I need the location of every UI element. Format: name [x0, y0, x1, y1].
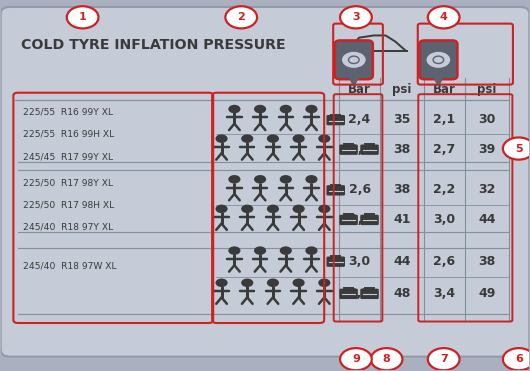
FancyBboxPatch shape	[419, 40, 457, 79]
Circle shape	[293, 279, 305, 287]
Text: 2: 2	[237, 12, 245, 22]
Text: psi: psi	[392, 83, 412, 96]
Circle shape	[254, 175, 266, 184]
Text: 4: 4	[440, 12, 448, 22]
Circle shape	[67, 6, 99, 29]
FancyBboxPatch shape	[335, 40, 373, 79]
Circle shape	[280, 105, 292, 113]
Circle shape	[254, 105, 266, 113]
Text: 2,6: 2,6	[349, 143, 370, 156]
Circle shape	[428, 6, 460, 29]
FancyBboxPatch shape	[339, 145, 358, 155]
FancyBboxPatch shape	[326, 115, 345, 125]
Circle shape	[503, 348, 530, 370]
Text: 3: 3	[352, 12, 360, 22]
Circle shape	[280, 175, 292, 184]
Text: 245/45  R17 99Y XL: 245/45 R17 99Y XL	[23, 152, 113, 161]
Circle shape	[293, 134, 305, 143]
Text: 38: 38	[479, 255, 496, 268]
Circle shape	[267, 279, 279, 287]
Circle shape	[293, 204, 305, 213]
Circle shape	[228, 105, 241, 113]
Circle shape	[228, 175, 241, 184]
Polygon shape	[432, 76, 444, 86]
Circle shape	[305, 105, 317, 113]
Circle shape	[216, 279, 228, 287]
Circle shape	[433, 56, 444, 63]
Text: 225/55  R16 99Y XL: 225/55 R16 99Y XL	[23, 108, 113, 117]
Text: 3,0: 3,0	[433, 213, 455, 226]
Circle shape	[267, 204, 279, 213]
Text: 30: 30	[479, 113, 496, 126]
Text: 48: 48	[393, 287, 411, 300]
Text: 8: 8	[383, 354, 391, 364]
Text: 9: 9	[352, 354, 360, 364]
Circle shape	[216, 204, 228, 213]
Text: 3,4: 3,4	[433, 287, 455, 300]
Text: 245/40  R18 97W XL: 245/40 R18 97W XL	[23, 262, 117, 271]
Text: Bar: Bar	[348, 83, 371, 96]
Circle shape	[228, 246, 241, 255]
Text: COLD TYRE INFLATION PRESSURE: COLD TYRE INFLATION PRESSURE	[21, 37, 286, 52]
Circle shape	[318, 134, 330, 143]
Circle shape	[254, 246, 266, 255]
Circle shape	[280, 246, 292, 255]
FancyBboxPatch shape	[1, 7, 529, 357]
Text: 6: 6	[515, 354, 523, 364]
Circle shape	[241, 134, 253, 143]
Text: 245/40  R18 97Y XL: 245/40 R18 97Y XL	[23, 222, 113, 232]
Text: 5: 5	[515, 144, 523, 154]
FancyBboxPatch shape	[360, 215, 379, 225]
Circle shape	[349, 56, 359, 63]
Text: 38: 38	[393, 183, 411, 196]
Text: 38: 38	[393, 143, 411, 156]
Text: 44: 44	[478, 213, 496, 226]
Text: 225/50  R17 98H XL: 225/50 R17 98H XL	[23, 200, 114, 209]
Text: 44: 44	[393, 255, 411, 268]
Circle shape	[428, 348, 460, 370]
Circle shape	[216, 134, 228, 143]
Circle shape	[305, 175, 317, 184]
FancyBboxPatch shape	[326, 256, 345, 267]
Text: 39: 39	[479, 143, 496, 156]
Circle shape	[225, 6, 257, 29]
Text: 3,0: 3,0	[349, 255, 370, 268]
Circle shape	[341, 51, 366, 69]
Circle shape	[241, 279, 253, 287]
Circle shape	[241, 204, 253, 213]
Text: 7: 7	[440, 354, 447, 364]
Circle shape	[426, 51, 451, 69]
FancyBboxPatch shape	[360, 289, 379, 299]
Text: 2,8: 2,8	[349, 213, 370, 226]
FancyBboxPatch shape	[339, 215, 358, 225]
Circle shape	[340, 6, 372, 29]
Circle shape	[318, 204, 330, 213]
Text: 32: 32	[479, 183, 496, 196]
Polygon shape	[348, 76, 360, 86]
Circle shape	[340, 348, 372, 370]
Text: 2,7: 2,7	[433, 143, 455, 156]
Text: psi: psi	[478, 83, 497, 96]
Text: 225/55  R16 99H XL: 225/55 R16 99H XL	[23, 130, 114, 139]
Circle shape	[267, 134, 279, 143]
Text: 2,6: 2,6	[349, 183, 370, 196]
Text: Bar: Bar	[433, 83, 456, 96]
FancyBboxPatch shape	[326, 185, 345, 196]
FancyBboxPatch shape	[339, 289, 358, 299]
Text: 35: 35	[393, 113, 411, 126]
Text: 1: 1	[79, 12, 86, 22]
Text: 41: 41	[393, 213, 411, 226]
FancyBboxPatch shape	[360, 145, 379, 155]
Circle shape	[370, 348, 402, 370]
Text: 2,6: 2,6	[433, 255, 455, 268]
Text: 225/50  R17 98Y XL: 225/50 R17 98Y XL	[23, 178, 113, 187]
Text: 2,2: 2,2	[433, 183, 455, 196]
Text: 2,4: 2,4	[349, 113, 371, 126]
Circle shape	[503, 137, 530, 160]
Text: 2,1: 2,1	[433, 113, 455, 126]
Text: 49: 49	[479, 287, 496, 300]
Text: 3,3: 3,3	[349, 287, 370, 300]
Circle shape	[318, 279, 330, 287]
Circle shape	[305, 246, 317, 255]
